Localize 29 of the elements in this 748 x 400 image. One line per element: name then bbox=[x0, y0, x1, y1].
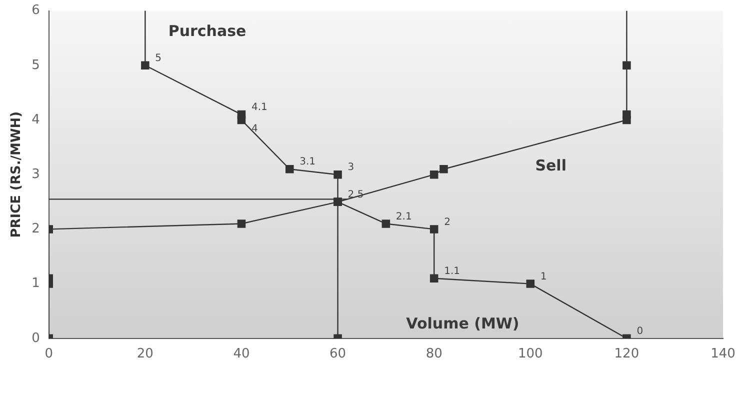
y-tick-label: 4 bbox=[32, 112, 40, 128]
y-tick-label: 3 bbox=[32, 166, 40, 182]
data-label: 4.1 bbox=[251, 102, 268, 114]
series-label: Sell bbox=[535, 156, 566, 174]
data-label: 0 bbox=[636, 326, 644, 337]
data-label: 1.1 bbox=[444, 266, 460, 277]
data-label: 1 bbox=[540, 271, 547, 282]
y-tick-label: 0 bbox=[32, 330, 40, 346]
x-tick-label: 20 bbox=[136, 346, 154, 362]
x-tick-label: 120 bbox=[614, 346, 640, 362]
x-tick-label: 80 bbox=[426, 346, 442, 362]
y-axis-title: PRICE (RS./MWH) bbox=[9, 111, 24, 238]
series-label: Purchase bbox=[168, 22, 246, 40]
y-tick-label: 5 bbox=[32, 58, 40, 73]
x-axis-title: Volume (MW) bbox=[406, 314, 520, 332]
x-tick-label: 140 bbox=[710, 346, 736, 362]
x-tick-label: 40 bbox=[233, 346, 250, 362]
data-label: 3 bbox=[348, 162, 354, 174]
data-label: 3.1 bbox=[300, 156, 316, 168]
data-label: 5 bbox=[155, 52, 162, 64]
data-label: 2 bbox=[444, 216, 450, 228]
x-tick-label: 100 bbox=[518, 346, 543, 362]
x-tick-label: 0 bbox=[44, 346, 54, 362]
y-tick-label: 2 bbox=[32, 222, 40, 237]
y-tick-label: 1 bbox=[32, 276, 40, 292]
data-label: 4 bbox=[251, 124, 258, 135]
y-tick-label: 6 bbox=[32, 3, 40, 18]
data-label: 2.1 bbox=[396, 211, 412, 222]
x-tick-label: 60 bbox=[330, 346, 346, 362]
